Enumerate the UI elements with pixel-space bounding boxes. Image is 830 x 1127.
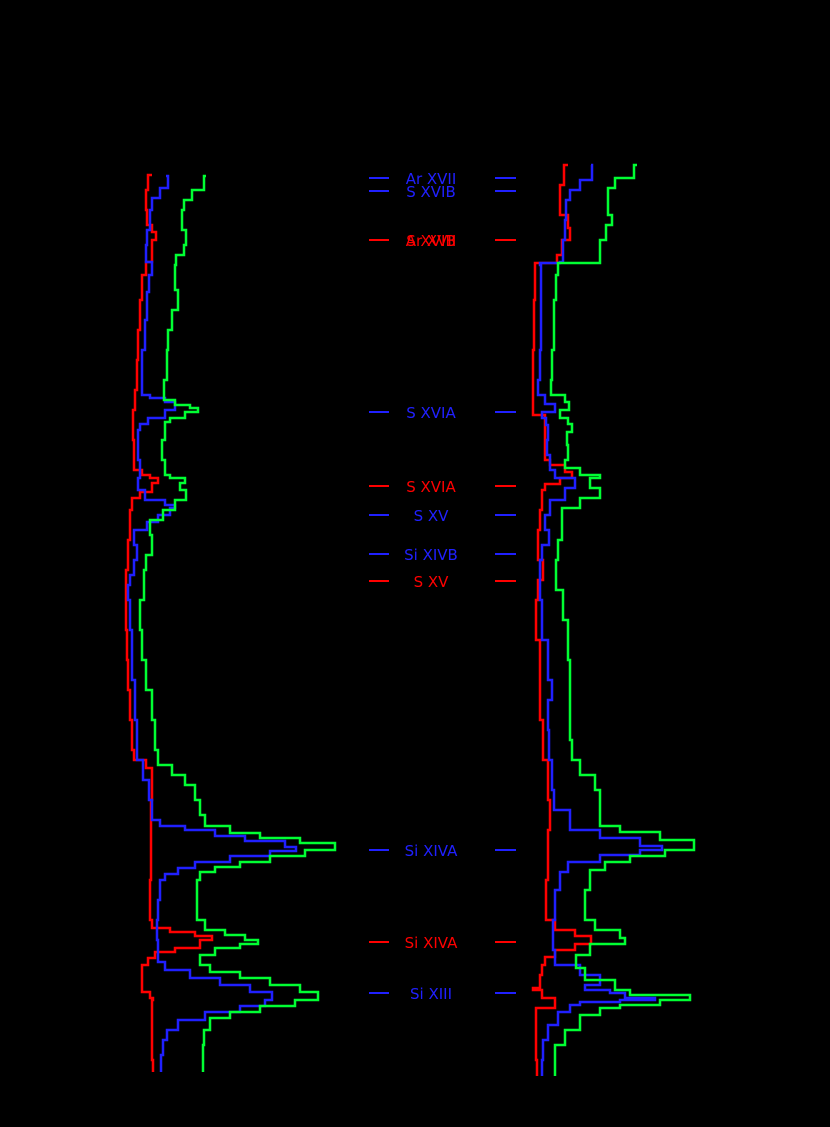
left-panel-red-series: [124, 173, 214, 1072]
line-label: Si XIVA: [405, 934, 458, 952]
line-label: S XVIB: [406, 183, 456, 201]
right-panel-green-series: [549, 163, 696, 1076]
line-label: Si XIII: [410, 985, 452, 1003]
left-panel: [124, 173, 337, 1072]
line-label: S XVIB: [406, 232, 456, 250]
right-panel: [531, 163, 696, 1076]
line-label: Si XIVB: [404, 546, 458, 564]
line-label: S XVIA: [406, 404, 456, 422]
left-panel-green-series: [138, 174, 337, 1072]
line-label: S XVIA: [406, 478, 456, 496]
line-label: Ar XVII: [406, 232, 457, 250]
line-label: Si XIVA: [405, 842, 458, 860]
left-panel-blue-series: [126, 174, 298, 1072]
line-label: S XV: [414, 573, 450, 591]
right-panel-blue-series: [536, 163, 664, 1076]
line-label: S XV: [414, 507, 450, 525]
line-label: Ar XVII: [406, 170, 457, 188]
